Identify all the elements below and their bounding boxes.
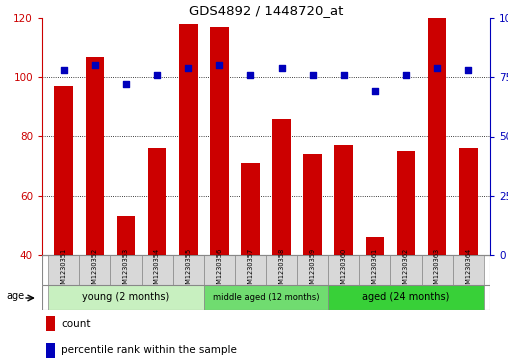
Text: GSM1230355: GSM1230355 bbox=[185, 248, 191, 292]
Bar bbox=[328, 255, 359, 285]
Text: age: age bbox=[6, 291, 24, 301]
Point bbox=[433, 65, 441, 71]
Bar bbox=[422, 255, 453, 285]
Text: GSM1230357: GSM1230357 bbox=[247, 248, 253, 292]
Text: GSM1230360: GSM1230360 bbox=[341, 248, 347, 292]
Text: GSM1230362: GSM1230362 bbox=[403, 248, 409, 292]
Text: young (2 months): young (2 months) bbox=[82, 293, 170, 302]
Point bbox=[184, 65, 193, 71]
Title: GDS4892 / 1448720_at: GDS4892 / 1448720_at bbox=[189, 4, 343, 17]
Bar bbox=[459, 148, 478, 255]
Bar bbox=[210, 27, 229, 255]
Text: GSM1230351: GSM1230351 bbox=[61, 248, 67, 292]
Bar bbox=[46, 317, 54, 331]
Bar bbox=[204, 255, 235, 285]
Point bbox=[308, 72, 316, 78]
Bar bbox=[328, 285, 484, 310]
Text: GSM1230352: GSM1230352 bbox=[92, 248, 98, 292]
Bar bbox=[117, 216, 135, 255]
Point bbox=[60, 67, 68, 73]
Bar bbox=[46, 343, 54, 358]
Bar bbox=[235, 255, 266, 285]
Point bbox=[215, 62, 224, 68]
Bar bbox=[48, 285, 204, 310]
Bar bbox=[173, 255, 204, 285]
Bar bbox=[297, 255, 328, 285]
Bar bbox=[453, 255, 484, 285]
Bar bbox=[397, 151, 416, 255]
Bar bbox=[272, 119, 291, 255]
Text: percentile rank within the sample: percentile rank within the sample bbox=[61, 345, 237, 355]
Point bbox=[153, 72, 161, 78]
Bar bbox=[79, 255, 110, 285]
Bar bbox=[428, 18, 447, 255]
Bar bbox=[110, 255, 142, 285]
Bar bbox=[142, 255, 173, 285]
Bar bbox=[204, 285, 328, 310]
Bar bbox=[54, 86, 73, 255]
Point bbox=[277, 65, 285, 71]
Point bbox=[91, 62, 99, 68]
Bar bbox=[303, 154, 322, 255]
Bar bbox=[334, 146, 353, 255]
Bar bbox=[359, 255, 391, 285]
Bar bbox=[366, 237, 384, 255]
Text: GSM1230358: GSM1230358 bbox=[278, 248, 284, 292]
Bar bbox=[48, 255, 79, 285]
Text: GSM1230363: GSM1230363 bbox=[434, 248, 440, 292]
Point bbox=[464, 67, 472, 73]
Bar bbox=[241, 163, 260, 255]
Bar bbox=[391, 255, 422, 285]
Text: GSM1230364: GSM1230364 bbox=[465, 248, 471, 292]
Bar bbox=[266, 255, 297, 285]
Text: count: count bbox=[61, 319, 91, 329]
Bar bbox=[85, 57, 104, 255]
Bar bbox=[148, 148, 167, 255]
Text: GSM1230354: GSM1230354 bbox=[154, 248, 160, 292]
Text: GSM1230361: GSM1230361 bbox=[372, 248, 378, 292]
Point bbox=[246, 72, 255, 78]
Text: GSM1230356: GSM1230356 bbox=[216, 248, 223, 292]
Point bbox=[122, 81, 130, 87]
Point bbox=[340, 72, 348, 78]
Point bbox=[402, 72, 410, 78]
Text: middle aged (12 months): middle aged (12 months) bbox=[213, 293, 319, 302]
Point bbox=[371, 89, 379, 94]
Text: GSM1230353: GSM1230353 bbox=[123, 248, 129, 292]
Text: GSM1230359: GSM1230359 bbox=[310, 248, 315, 292]
Text: aged (24 months): aged (24 months) bbox=[362, 293, 450, 302]
Bar bbox=[179, 24, 198, 255]
